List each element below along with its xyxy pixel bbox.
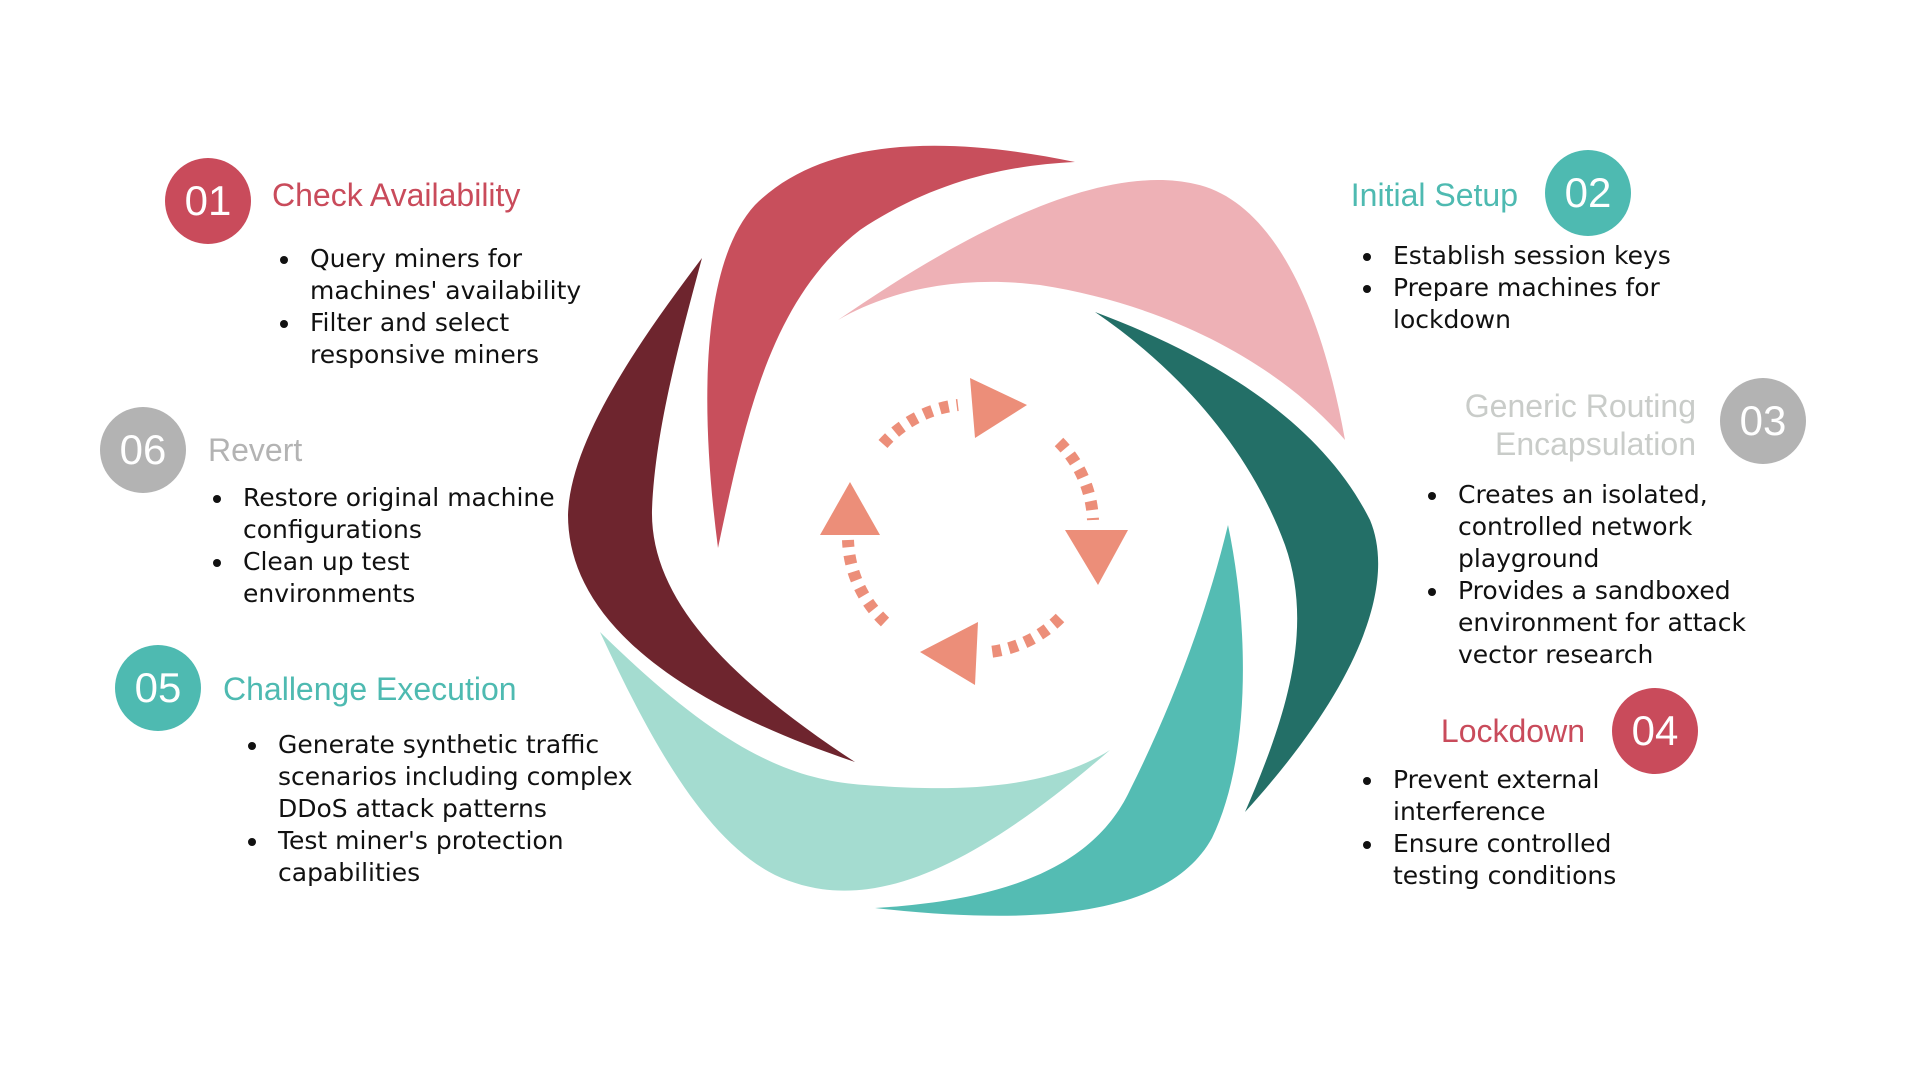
step-3-badge: 03 [1720,378,1806,464]
step-4-bullet: Ensure controlled testing conditions [1385,828,1685,892]
step-5-bullet: Generate synthetic traffic scenarios inc… [270,729,660,825]
step-6-title: Revert [208,432,303,468]
step-1-bullet: Filter and select responsive miners [302,307,602,371]
arrow-head-left [820,482,880,535]
step-1-bullet: Query miners for machines' availability [302,243,602,307]
step-5-badge: 05 [115,645,201,731]
cycle-arrows-icon [842,399,1099,658]
arrow-head-bottom [920,622,978,685]
step-4-bullets: Prevent external interference Ensure con… [1355,764,1685,892]
blade-step-1 [707,145,1075,549]
blade-step-4 [875,525,1243,916]
arrow-arc-top [878,399,959,449]
arrow-arc-right [1054,437,1099,521]
step-4-title: Lockdown [1440,713,1585,749]
blade-step-2 [838,180,1345,440]
step-2-bullets: Establish session keys Prepare machines … [1355,240,1715,336]
step-3-bullet: Provides a sandboxed environment for att… [1450,575,1780,671]
step-6-bullets: Restore original machine configurations … [205,482,575,610]
blade-step-6 [568,258,855,762]
step-3-title-line-1: Generic Routing [1464,388,1696,424]
step-2-bullet: Establish session keys [1385,240,1715,272]
arrow-head-top [970,378,1027,438]
step-6-bullet: Clean up test environments [235,546,575,610]
step-5-bullet: Test miner's protection capabilities [270,825,660,889]
step-5-title: Challenge Execution [223,671,517,707]
step-1-title: Check Availability [272,177,521,213]
step-4-badge: 04 [1612,688,1698,774]
step-5-bullets: Generate synthetic traffic scenarios inc… [240,729,660,889]
step-3-title-line-2: Encapsulation [1494,426,1696,462]
arrow-arc-bottom [989,613,1065,658]
arrow-heads [820,378,1128,685]
step-6-bullet: Restore original machine configurations [235,482,575,546]
step-2-title: Initial Setup [1350,177,1518,213]
step-1-bullets: Query miners for machines' availability … [272,243,602,371]
step-2-badge: 02 [1545,150,1631,236]
step-4-bullet: Prevent external interference [1385,764,1685,828]
step-2-bullet: Prepare machines for lockdown [1385,272,1715,336]
step-6-badge: 06 [100,407,186,493]
blade-step-5 [600,632,1110,891]
arrow-head-right [1065,530,1128,585]
step-3-bullets: Creates an isolated, controlled network … [1420,479,1780,671]
arrow-arc-left [842,539,890,627]
blade-step-3 [1095,312,1379,812]
step-1-badge: 01 [165,158,251,244]
step-3-bullet: Creates an isolated, controlled network … [1450,479,1780,575]
